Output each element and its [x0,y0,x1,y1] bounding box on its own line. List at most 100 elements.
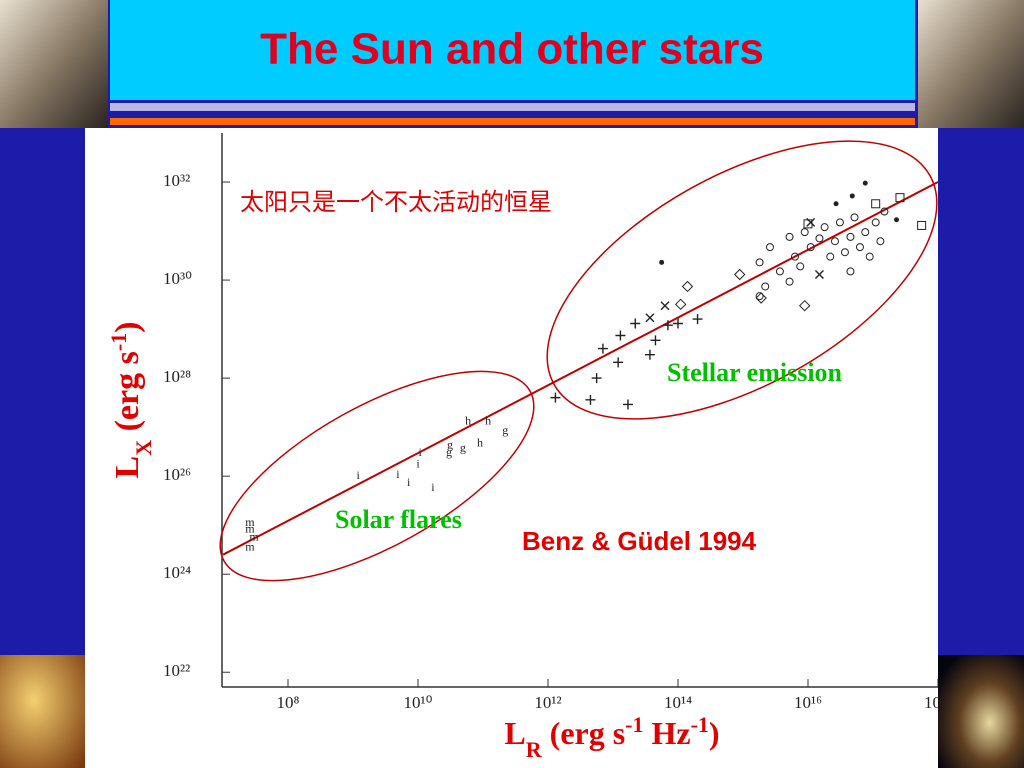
annotation: Benz & Güdel 1994 [522,526,757,556]
point [765,243,774,252]
point: g [447,437,453,451]
point [803,219,813,229]
x-tick-label: 10¹⁸ [924,693,952,712]
point: i [431,480,435,494]
portrait-left [0,0,108,128]
point [840,248,849,257]
y-tick-label: 10²⁸ [163,367,191,386]
point [846,267,855,276]
point [761,282,770,291]
point [790,252,799,261]
portrait-right [918,0,1024,128]
galaxy-image [938,655,1024,768]
y-tick-label: 10²⁴ [163,563,191,582]
y-axis-label: LX (erg s-1) [106,322,156,479]
y-tick-label: 10³² [163,171,190,190]
point [785,232,794,241]
point [645,313,655,323]
point [871,218,880,227]
point [585,394,596,405]
point: g [502,423,508,437]
point [865,252,874,261]
point [917,220,927,230]
point [894,217,900,223]
point [855,243,864,252]
point: m [245,539,255,553]
plot: 10²² 10²⁴ 10²⁶ 10²⁸ 10³⁰ 10³² 10⁸ 10¹⁰ 10¹² 10¹⁴ 1… [163,133,952,712]
x-tick-label: 10¹⁰ [404,693,433,712]
point [734,268,746,281]
point: i [407,475,411,489]
sun-image [0,655,85,768]
point [796,262,805,271]
slide-title: The Sun and other stars [260,25,764,74]
annotation: Solar flares [335,505,462,534]
point [895,193,905,203]
label-part: L [504,715,525,751]
x-tick-label: 10¹⁴ [664,693,692,712]
point [613,357,624,368]
point [814,269,824,279]
point [673,318,683,329]
point [835,218,844,227]
point: g [460,441,466,455]
point [591,373,602,384]
point [692,314,703,325]
point [833,201,839,207]
point [681,280,694,293]
stripe [110,118,915,125]
point [876,237,885,246]
point [880,207,889,216]
point: m [245,522,255,536]
label-part: Hz [644,715,691,751]
x-tick-label: 10¹² [534,693,561,712]
point [850,213,859,222]
point [861,228,870,237]
label-part: L [109,456,146,479]
point [871,199,881,209]
point [800,228,809,237]
point [662,320,673,331]
point [862,180,868,186]
point [826,252,835,261]
label-part: -1 [691,712,709,737]
point [785,277,794,286]
fit-line [222,181,938,556]
annotation: Stellar emission [667,358,843,387]
point: i [419,445,423,459]
label-part: -1 [106,333,131,351]
y-tick-label: 10²⁶ [163,465,191,484]
point: i [416,457,420,471]
point [815,234,824,243]
point: m [245,515,255,529]
point [755,292,764,301]
annotation: 太阳只是一个不太活动的恒星 [240,188,552,216]
point: h [465,413,471,427]
ellipse [219,370,535,582]
x-tick-label: 10¹⁶ [794,693,822,712]
point [755,292,767,304]
point [674,298,687,311]
point [849,193,855,199]
point [846,232,855,241]
point [630,318,641,329]
label-part: -1 [625,712,643,737]
point [830,237,839,246]
label-part: R [526,737,543,762]
label-part: (erg s [109,351,146,440]
point: i [356,468,360,482]
point [650,335,661,346]
point [799,299,811,312]
x-tick-label: 10⁸ [277,693,300,712]
ellipse [546,140,938,420]
point [820,223,829,232]
point [755,258,764,267]
label-part: ) [709,715,720,751]
point [550,392,561,403]
stripe [110,103,915,111]
point: h [485,413,491,427]
point [775,267,784,276]
point [660,301,670,311]
